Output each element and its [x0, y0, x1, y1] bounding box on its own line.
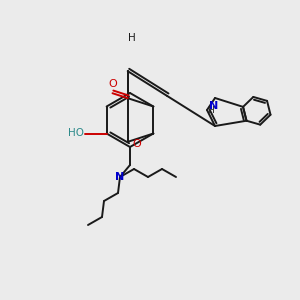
- Text: N: N: [209, 101, 219, 111]
- Text: O: O: [108, 79, 117, 89]
- Text: H: H: [128, 33, 136, 43]
- Text: O: O: [133, 139, 142, 149]
- Text: H: H: [207, 106, 213, 115]
- Text: N: N: [116, 172, 124, 182]
- Text: HO: HO: [68, 128, 84, 139]
